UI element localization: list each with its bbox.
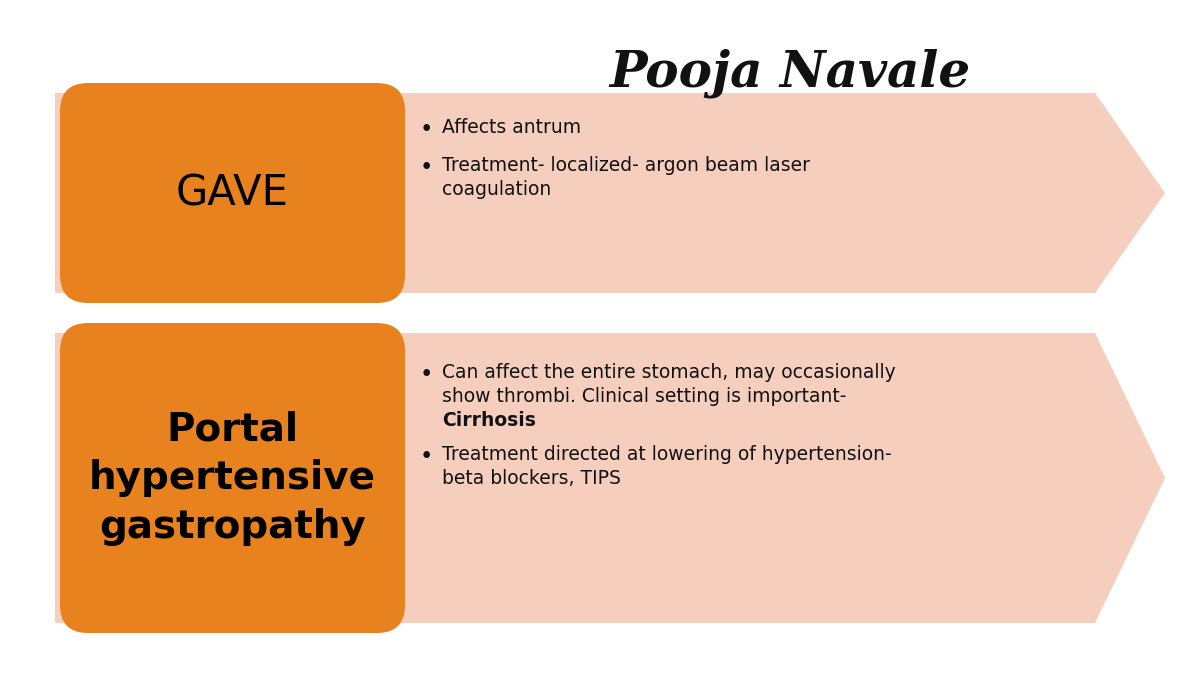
Text: Affects antrum: Affects antrum [442, 118, 581, 137]
FancyBboxPatch shape [60, 83, 406, 303]
Text: Pooja Navale: Pooja Navale [610, 48, 971, 98]
Text: show thrombi. Clinical setting is important-: show thrombi. Clinical setting is import… [442, 387, 846, 406]
Text: •: • [420, 156, 433, 179]
Text: •: • [420, 445, 433, 468]
Text: Portal
hypertensive
gastropathy: Portal hypertensive gastropathy [89, 410, 376, 546]
Polygon shape [55, 93, 1165, 293]
Text: •: • [420, 118, 433, 141]
Text: •: • [420, 363, 433, 386]
Text: Cirrhosis: Cirrhosis [442, 411, 536, 430]
Text: Treatment directed at lowering of hypertension-: Treatment directed at lowering of hypert… [442, 445, 892, 464]
Text: Treatment- localized- argon beam laser: Treatment- localized- argon beam laser [442, 156, 810, 175]
FancyBboxPatch shape [60, 323, 406, 633]
Polygon shape [55, 333, 1165, 623]
Text: beta blockers, TIPS: beta blockers, TIPS [442, 469, 620, 488]
Text: GAVE: GAVE [176, 172, 289, 214]
Text: Can affect the entire stomach, may occasionally: Can affect the entire stomach, may occas… [442, 363, 895, 382]
Text: coagulation: coagulation [442, 180, 551, 199]
